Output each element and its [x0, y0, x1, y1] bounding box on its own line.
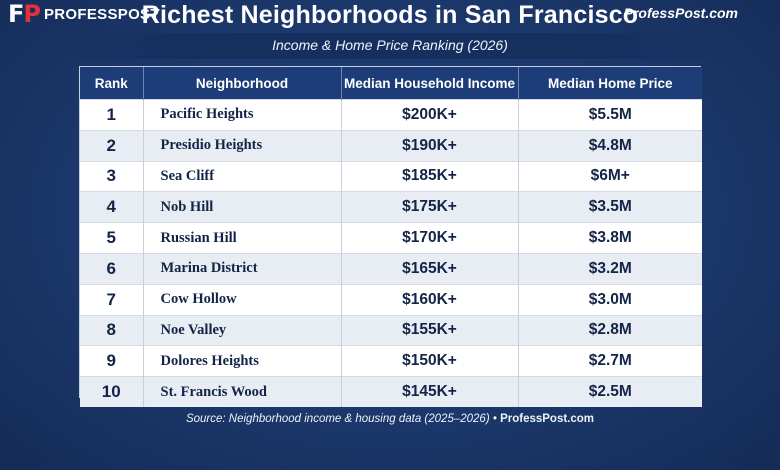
- income-cell: $155K+: [341, 314, 519, 346]
- table-row: 2 Presidio Heights $190K+ $4.8M: [80, 129, 702, 162]
- neighborhood-cell: St. Francis Wood: [143, 376, 342, 407]
- price-cell: $2.8M: [518, 314, 702, 346]
- table-row: 9 Dolores Heights $150K+ $2.7M: [80, 345, 702, 377]
- rank-cell: 2: [80, 129, 144, 162]
- column-header-income: Median Household Income: [341, 67, 519, 100]
- table-row: 3 Sea Cliff $185K+ $6M+: [80, 160, 702, 192]
- table-row: 7 Cow Hollow $160K+ $3.0M: [80, 283, 702, 316]
- logo-mark: FP: [8, 0, 41, 28]
- neighborhood-cell: Noe Valley: [143, 314, 342, 346]
- neighborhood-cell: Dolores Heights: [143, 345, 342, 377]
- neighborhood-cell: Russian Hill: [143, 222, 342, 254]
- price-cell: $4.8M: [518, 129, 702, 162]
- income-cell: $175K+: [341, 191, 519, 223]
- income-cell: $165K+: [341, 252, 519, 285]
- table-row: 6 Marina District $165K+ $3.2M: [80, 252, 702, 285]
- income-cell: $185K+: [341, 160, 519, 192]
- price-cell: $2.5M: [518, 376, 702, 407]
- rank-cell: 6: [80, 252, 144, 285]
- page-title: Richest Neighborhoods in San Francisco: [141, 1, 639, 29]
- income-cell: $160K+: [341, 283, 519, 316]
- site-name[interactable]: ProfessPost.com: [623, 5, 738, 21]
- ranking-table: Rank Neighborhood Median Household Incom…: [79, 66, 702, 407]
- neighborhood-cell: Cow Hollow: [143, 283, 342, 316]
- column-header-rank: Rank: [80, 67, 144, 100]
- rank-cell: 10: [80, 376, 144, 407]
- rank-cell: 1: [80, 99, 144, 131]
- rank-cell: 3: [80, 160, 144, 192]
- subtitle-band: [40, 33, 740, 59]
- top-bar: FP PROFESSPOST Richest Neighborhoods in …: [0, 0, 780, 30]
- table-row: 1 Pacific Heights $200K+ $5.5M: [80, 99, 702, 131]
- neighborhood-cell: Marina District: [143, 252, 342, 285]
- table-row: 8 Noe Valley $155K+ $2.8M: [80, 314, 702, 346]
- price-cell: $6M+: [518, 160, 702, 192]
- table-row: 10 St. Francis Wood $145K+ $2.5M: [80, 376, 702, 407]
- price-cell: $2.7M: [518, 345, 702, 377]
- income-cell: $200K+: [341, 99, 519, 131]
- neighborhood-cell: Presidio Heights: [143, 129, 342, 162]
- price-cell: $3.8M: [518, 222, 702, 254]
- column-header-price: Median Home Price: [518, 67, 702, 100]
- income-cell: $150K+: [341, 345, 519, 377]
- page-subtitle: Income & Home Price Ranking (2026): [272, 37, 508, 53]
- rank-cell: 7: [80, 283, 144, 316]
- price-cell: $3.2M: [518, 252, 702, 285]
- price-cell: $3.5M: [518, 191, 702, 223]
- price-cell: $5.5M: [518, 99, 702, 131]
- income-cell: $145K+: [341, 376, 519, 407]
- logo-text: PROFESSPOST: [44, 5, 160, 23]
- table-row: 4 Nob Hill $175K+ $3.5M: [80, 191, 702, 223]
- rank-cell: 4: [80, 191, 144, 223]
- rank-cell: 9: [80, 345, 144, 377]
- rank-cell: 8: [80, 314, 144, 346]
- column-header-neighborhood: Neighborhood: [143, 67, 342, 100]
- logo-mark-p: P: [23, 0, 41, 28]
- table-header-row: Rank Neighborhood Median Household Incom…: [80, 67, 702, 100]
- source-site[interactable]: ProfessPost.com: [500, 413, 595, 425]
- neighborhood-cell: Sea Cliff: [143, 160, 342, 192]
- brand-logo[interactable]: FP PROFESSPOST: [8, 2, 160, 26]
- logo-mark-f: F: [8, 0, 24, 28]
- price-cell: $3.0M: [518, 283, 702, 316]
- neighborhood-cell: Pacific Heights: [143, 99, 342, 131]
- rank-cell: 5: [80, 222, 144, 254]
- source-note: Source: Neighborhood income & housing da…: [0, 413, 780, 425]
- table-row: 5 Russian Hill $170K+ $3.8M: [80, 222, 702, 254]
- neighborhood-cell: Nob Hill: [143, 191, 342, 223]
- income-cell: $190K+: [341, 129, 519, 162]
- source-text: Source: Neighborhood income & housing da…: [185, 413, 497, 425]
- income-cell: $170K+: [341, 222, 519, 254]
